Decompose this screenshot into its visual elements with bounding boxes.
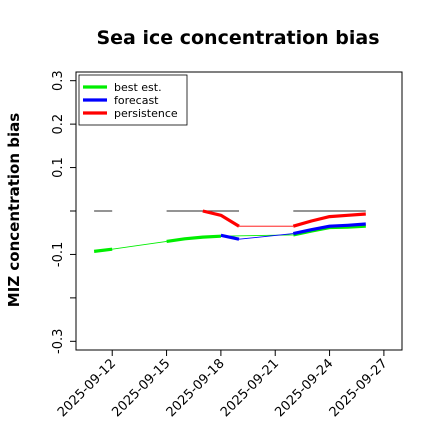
- legend-label: persistence: [114, 107, 178, 120]
- series-connector-best-est-: [112, 240, 167, 250]
- series-line-best-est-: [166, 234, 221, 243]
- series-connector-forecast: [238, 233, 294, 240]
- series-line-persistence: [292, 212, 366, 228]
- legend-label: best est.: [114, 81, 162, 94]
- legend-label: forecast: [114, 94, 159, 107]
- y-tick-label: -0.3: [51, 329, 66, 354]
- y-tick-label: 0.3: [51, 70, 66, 91]
- y-tick-label: 0.2: [51, 114, 66, 135]
- y-axis-label: MIZ concentration bias: [5, 113, 23, 307]
- y-tick-label: 0.1: [51, 157, 66, 178]
- chart-title: Sea ice concentration bias: [96, 27, 379, 49]
- y-tick-label: -0.1: [51, 242, 66, 267]
- series-line-persistence: [202, 209, 240, 228]
- series-line-forecast: [220, 233, 240, 241]
- x-tick-label: 2025-09-27: [327, 356, 391, 420]
- series-line-forecast: [292, 222, 366, 236]
- series-line-best-est-: [93, 247, 113, 253]
- plot-area: [93, 209, 366, 253]
